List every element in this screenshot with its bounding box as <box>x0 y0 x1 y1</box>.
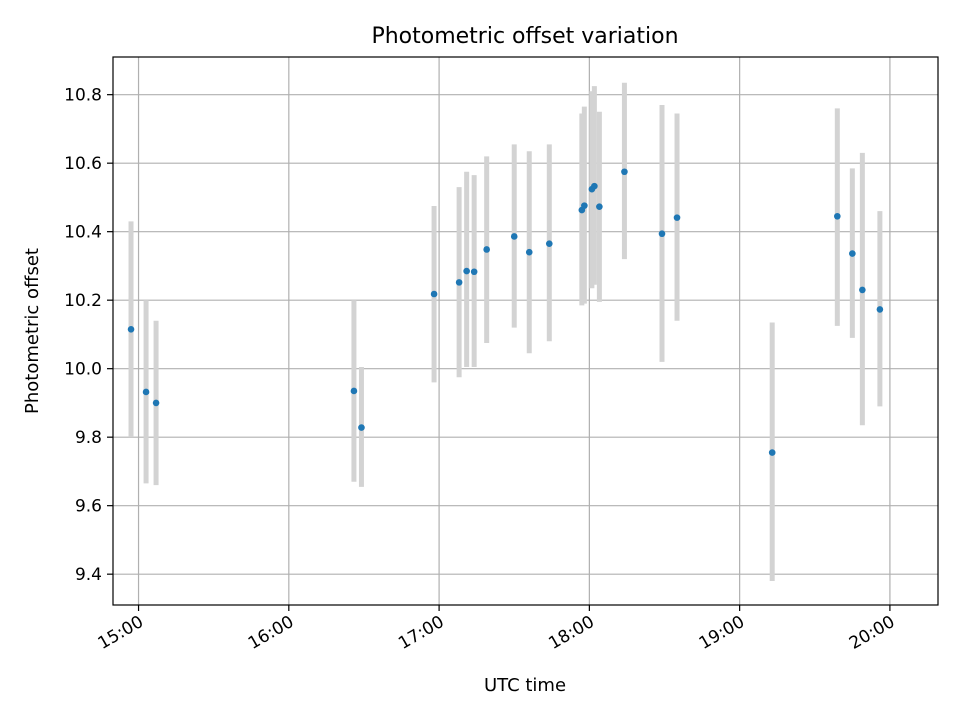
y-axis-ticks: 9.4 9.6 9.8 10.0 10.2 10.4 10.6 10.8 <box>64 86 113 585</box>
data-point <box>510 233 518 240</box>
x-axis-label: UTC time <box>484 675 566 696</box>
y-tick-label: 9.6 <box>75 497 102 517</box>
y-tick-label: 10.8 <box>64 86 102 106</box>
data-point <box>621 168 628 176</box>
data-point <box>142 388 150 396</box>
x-tick-label: 15:00 <box>95 612 147 654</box>
data-point <box>768 449 776 456</box>
y-tick-label: 10.6 <box>64 154 102 174</box>
grid <box>113 57 938 605</box>
data-point <box>673 214 681 221</box>
data-point <box>834 212 841 220</box>
data-point <box>591 182 598 190</box>
data-point <box>463 267 470 275</box>
data-point <box>470 268 478 276</box>
y-tick-label: 9.8 <box>75 428 102 448</box>
data-point <box>430 290 438 298</box>
data-point <box>545 240 553 247</box>
data-point <box>525 248 533 256</box>
y-tick-label: 10.4 <box>64 223 102 243</box>
x-tick-label: 18:00 <box>545 612 597 654</box>
chart-title: Photometric offset variation <box>371 24 678 49</box>
data-point <box>483 246 490 253</box>
data-point <box>596 203 603 210</box>
x-tick-label: 17:00 <box>395 612 447 654</box>
data-point <box>849 250 856 257</box>
plot-area-frame <box>112 56 939 606</box>
x-tick-label: 20:00 <box>846 612 898 654</box>
x-tick-label: 16:00 <box>245 612 297 654</box>
y-tick-label: 10.2 <box>64 291 102 311</box>
y-tick-label: 9.4 <box>75 565 102 585</box>
data-point <box>658 230 666 238</box>
data-point <box>455 279 463 286</box>
data-point <box>581 202 588 209</box>
data-point <box>358 424 365 431</box>
data-points <box>127 168 884 456</box>
x-axis-ticks: 15:00 16:00 17:00 18:00 19:00 20:00 <box>95 605 898 654</box>
data-point <box>859 286 866 294</box>
data-point <box>876 306 884 313</box>
y-axis-label: Photometric offset <box>22 248 43 414</box>
data-point <box>127 325 135 333</box>
data-point <box>350 387 358 395</box>
x-tick-label: 19:00 <box>696 612 748 654</box>
data-point <box>152 399 160 407</box>
y-tick-label: 10.0 <box>64 360 102 380</box>
